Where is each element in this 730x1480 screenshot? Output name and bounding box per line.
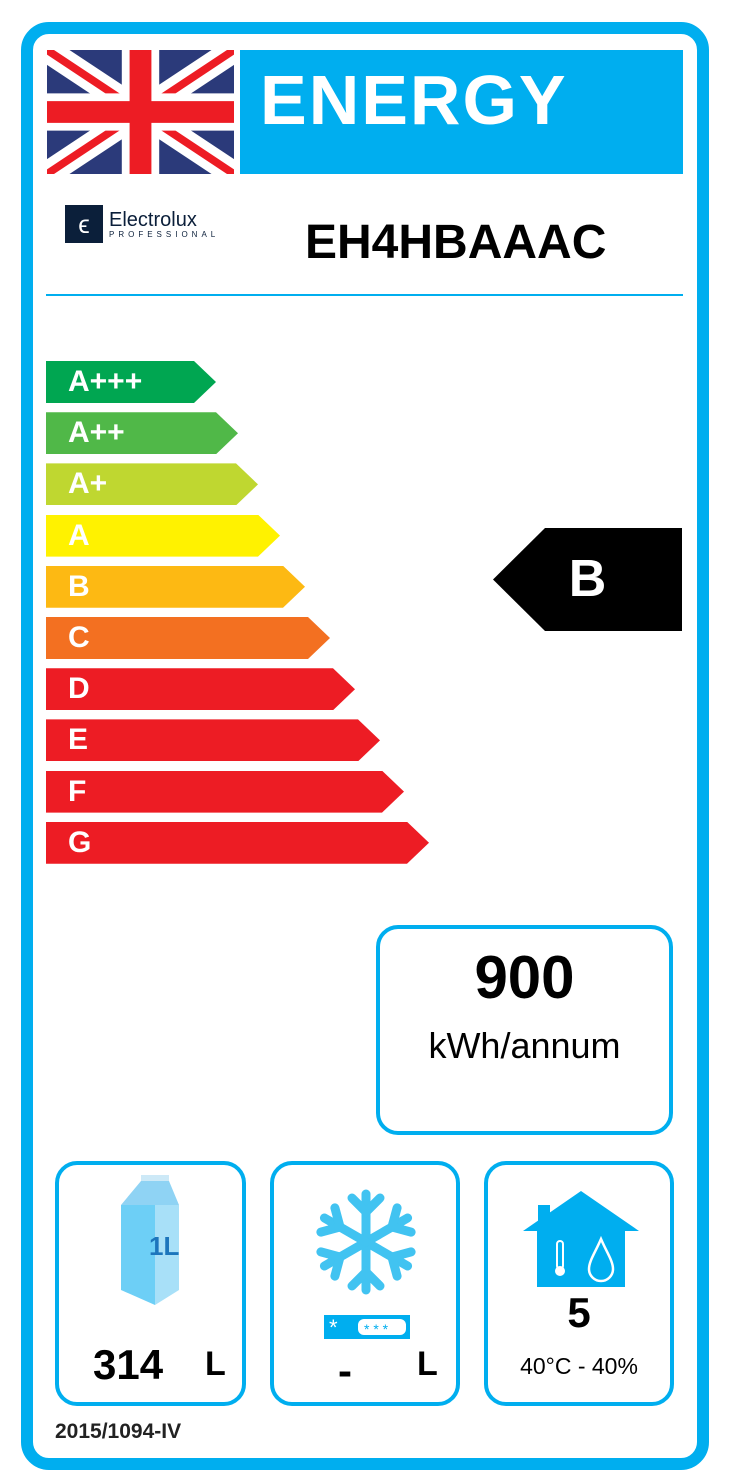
svg-text:* * *: * * * — [364, 1321, 389, 1337]
chilled-volume-box: 1L 314 L — [55, 1161, 246, 1406]
regulation-ref: 2015/1094-IV — [55, 1420, 182, 1443]
freezer-star-rating-icon: * * * * — [324, 1315, 410, 1339]
consumption-unit: kWh/annum — [428, 1025, 621, 1066]
consumption-value: 900 — [474, 944, 575, 1011]
scale-bar-d: D — [46, 668, 355, 711]
divider — [46, 294, 683, 296]
climate-class: 5 — [567, 1289, 591, 1336]
snowflake-icon — [316, 1189, 416, 1295]
house-climate-icon — [523, 1191, 639, 1287]
carton-label: 1L — [149, 1231, 179, 1261]
chilled-volume: 314 — [93, 1341, 164, 1388]
scale-bar-f: F — [46, 770, 404, 813]
climate-class-box: 5 40°C - 40% — [484, 1161, 674, 1406]
frozen-volume-box: * * * * - L — [270, 1161, 460, 1406]
svg-text:*: * — [329, 1315, 338, 1339]
climate-conditions: 40°C - 40% — [520, 1353, 638, 1379]
chilled-unit: L — [205, 1345, 226, 1383]
model-number: EH4HBAAAC — [305, 216, 607, 269]
brand-name: Electrolux — [109, 208, 197, 231]
consumption-box: 900 kWh/annum — [376, 925, 673, 1135]
energy-title: ENERGY — [240, 50, 683, 174]
scale-bar-b: B — [46, 565, 305, 608]
scale-bar-g: G — [46, 821, 429, 864]
scale-bar-aplus: A+ — [46, 463, 258, 506]
brand-logo: ϵ Electrolux PROFESSIONAL — [65, 205, 219, 243]
frozen-volume: - — [338, 1347, 352, 1394]
label-frame — [21, 22, 709, 1470]
milk-carton-icon: 1L — [121, 1175, 179, 1305]
brand-sub: PROFESSIONAL — [109, 229, 220, 239]
scale-bar-c: C — [46, 617, 330, 659]
electrolux-logo-icon: ϵ — [65, 205, 103, 243]
uk-flag-icon — [47, 50, 234, 174]
frozen-unit: L — [417, 1345, 438, 1383]
scale-bar-e: E — [46, 719, 380, 762]
scale-bar-aplusplus: A++ — [46, 412, 238, 455]
scale-bar-a: A — [46, 514, 280, 557]
scale-bar-aplusplusplus: A+++ — [46, 361, 216, 403]
